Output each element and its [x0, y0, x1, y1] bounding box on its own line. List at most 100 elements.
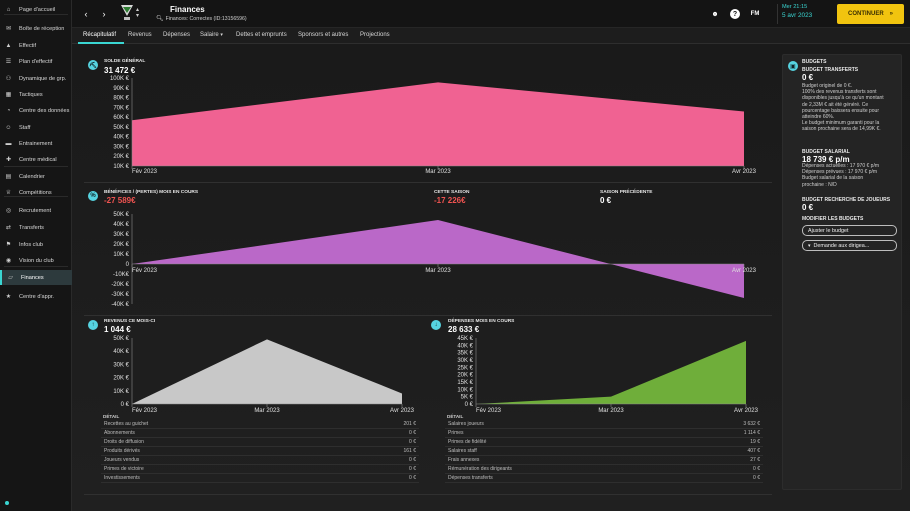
social-icon[interactable]: ☻: [711, 10, 719, 18]
tab-wages[interactable]: Salaire ▾: [200, 32, 223, 38]
x-tick-label: Fév 2023: [132, 268, 158, 274]
y-tick-label: 70K €: [113, 105, 129, 111]
y-tick-label: 40K €: [113, 349, 129, 355]
detail-row: Dépenses transferts 0 €: [445, 474, 763, 483]
board-request-button[interactable]: ▾ Demande aux dirigea...: [802, 240, 897, 251]
y-tick-label: 30K €: [113, 362, 129, 368]
transfer-icon: ⇄: [5, 225, 12, 231]
detail-row-value: 201 €: [403, 421, 416, 427]
scout-budget-label: BUDGET RECHERCHE DE JOUEURS: [802, 197, 891, 203]
tab-debts[interactable]: Dettes et emprunts: [236, 32, 287, 38]
percent-icon: %: [88, 191, 98, 201]
search-icon: 🔍︎: [156, 16, 164, 22]
x-tick-label: Fév 2023: [476, 408, 502, 414]
detail-row-label: Salaires staff: [448, 448, 477, 454]
sidebar-item-staff[interactable]: ☺ Staff: [0, 120, 72, 135]
x-tick-label: Fév 2023: [132, 169, 158, 175]
sidebar-item-data[interactable]: ◔ Centre des données: [0, 103, 72, 118]
budget-note: Le budget minimum garanti pour la: [802, 120, 880, 127]
sidebar-item-mail[interactable]: ✉ Boîte de réception: [0, 21, 72, 36]
detail-row-label: Salaires joueurs: [448, 421, 484, 427]
info-icon: ⚑: [5, 242, 12, 248]
income-value: 1 044 €: [104, 325, 131, 334]
y-tick-label: 5K €: [461, 395, 474, 401]
club-logo[interactable]: [120, 4, 134, 22]
modify-budgets-label: MODIFIER LES BUDGETS: [802, 216, 864, 222]
sidebar-item-shirt[interactable]: ▲ Effectif: [0, 38, 72, 53]
sidebar-item-label: Vision du club: [19, 257, 54, 264]
academy-icon: ★: [5, 294, 12, 300]
budget-note: atteindre 60%.: [802, 114, 835, 120]
sidebar-item-medical[interactable]: ✚ Centre médical: [0, 152, 72, 167]
detail-row: Frais annexes 27 €: [445, 456, 763, 465]
sidebar-item-label: Centre d'appr.: [19, 293, 54, 300]
finance-status: Finances: Correctes (ID:13156596): [165, 15, 247, 22]
y-tick-label: -20K €: [111, 282, 129, 288]
help-icon[interactable]: ?: [730, 9, 740, 19]
back-button[interactable]: ‹: [84, 9, 88, 19]
sidebar-item-group[interactable]: ⚇ Dynamique de grp.: [0, 71, 72, 86]
tab-projections[interactable]: Projections: [360, 32, 390, 38]
wallet-icon: ▣: [788, 61, 798, 71]
status-dot: [5, 501, 9, 505]
sidebar-item-home[interactable]: ⌂ Page d'accueil: [0, 2, 72, 17]
y-tick-label: 45K €: [457, 336, 473, 342]
detail-row-label: Dépenses transferts: [448, 475, 493, 481]
sidebar-item-label: Effectif: [19, 42, 36, 49]
mail-icon: ✉: [5, 26, 12, 32]
y-tick-label: -10K€: [113, 272, 130, 278]
vision-icon: ◉: [5, 258, 12, 264]
finance-icon: ▱: [8, 275, 13, 281]
scout-budget-value: 0 €: [802, 203, 814, 212]
fm-menu-button[interactable]: FM: [750, 11, 760, 17]
y-tick-label: 50K €: [113, 125, 129, 131]
continue-label: CONTINUER: [847, 11, 884, 17]
detail-row-value: 0 €: [409, 466, 416, 472]
sidebar-item-finance[interactable]: ▱ Finances: [0, 270, 72, 285]
sidebar-item-academy[interactable]: ★ Centre d'appr.: [0, 289, 72, 304]
detail-row-label: Primes: [448, 430, 464, 436]
prev-season-label: SAISON PRÉCÉDENTE: [600, 190, 653, 195]
sidebar-item-transfer[interactable]: ⇄ Transferts: [0, 220, 72, 235]
tab-income[interactable]: Revenus: [128, 32, 152, 38]
detail-row-label: Droits de diffusion: [104, 439, 144, 445]
sidebar-item-label: Entrainement: [19, 140, 53, 147]
y-tick-label: 0 €: [465, 402, 474, 408]
budget-note: pourcentage baissera ensuite pour: [802, 107, 879, 114]
sidebar-item-plan[interactable]: ☰ Plan d'effectif: [0, 54, 72, 69]
page-subtitle: 🔍︎ Finances: Correctes (ID:13156596): [156, 15, 247, 23]
forward-button[interactable]: ›: [102, 9, 106, 19]
x-tick-label: Avr 2023: [732, 169, 757, 175]
y-tick-label: -40K €: [111, 302, 129, 308]
profit-value: -27 589€: [104, 196, 136, 205]
detail-row-label: Primes de fidélité: [448, 439, 487, 445]
group-icon: ⚇: [5, 76, 12, 82]
detail-row-value: 407 €: [747, 448, 760, 454]
tab-sponsors[interactable]: Sponsors et autres: [298, 32, 349, 38]
adjust-budget-button[interactable]: Ajuster le budget: [802, 225, 897, 236]
divider: [84, 315, 772, 316]
y-tick-label: -30K €: [111, 292, 129, 298]
detail-row-label: Abonnements: [104, 430, 135, 436]
sidebar-item-trophy[interactable]: ♕ Compétitions: [0, 185, 72, 200]
x-tick-label: Mar 2023: [598, 408, 624, 414]
sidebar-item-label: Centre médical: [19, 156, 57, 163]
sidebar-item-training[interactable]: ▬ Entrainement: [0, 136, 72, 151]
sidebar-item-scout[interactable]: ◎ Recrutement: [0, 203, 72, 218]
detail-row: Produits dérivés 161 €: [101, 447, 419, 456]
sidebar-item-vision[interactable]: ◉ Vision du club: [0, 253, 72, 268]
sidebar-item-calendar[interactable]: ▤ Calendrier: [0, 169, 72, 184]
sidebar-item-info[interactable]: ⚑ Infos club: [0, 237, 72, 252]
detail-row: Rémunération des dirigeants 0 €: [445, 465, 763, 474]
income-area: [132, 339, 402, 404]
tab-summary[interactable]: Récapitulatif: [83, 32, 117, 38]
active-tab-indicator: [78, 42, 124, 44]
sidebar-item-tactics[interactable]: ▦ Tactiques: [0, 87, 72, 102]
season-value: -17 226€: [434, 196, 466, 205]
continue-button[interactable]: CONTINUER »: [837, 4, 904, 24]
tab-expenses[interactable]: Dépenses: [163, 32, 191, 38]
club-switch-icon[interactable]: ▴ ▾: [136, 7, 140, 19]
sidebar-item-label: Plan d'effectif: [19, 58, 53, 65]
detail-row-value: 27 €: [750, 457, 760, 463]
shirt-icon: ▲: [5, 42, 12, 49]
